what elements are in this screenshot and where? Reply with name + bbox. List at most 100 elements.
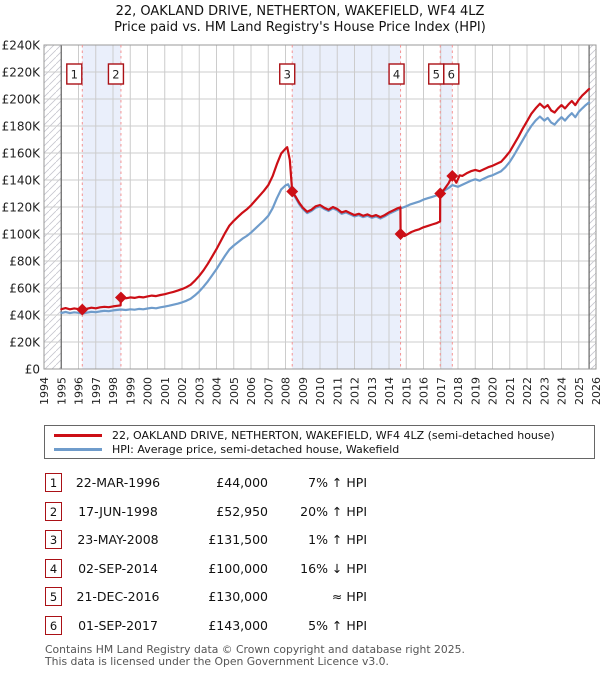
license-footer: Contains HM Land Registry data © Crown c… bbox=[45, 644, 585, 667]
plot-border bbox=[43, 44, 597, 370]
svg-text:2004: 2004 bbox=[211, 377, 224, 405]
svg-text:2016: 2016 bbox=[418, 377, 431, 405]
svg-text:£120K: £120K bbox=[2, 201, 42, 215]
transaction-date: 23-MAY-2008 bbox=[77, 532, 159, 548]
svg-text:1997: 1997 bbox=[90, 377, 103, 405]
transaction-row-2: 2 17-JUN-1998 £52,950 20% ↑ HPI bbox=[0, 501, 600, 522]
transaction-date: 02-SEP-2014 bbox=[78, 560, 158, 576]
svg-text:2014: 2014 bbox=[383, 377, 396, 405]
svg-text:2005: 2005 bbox=[228, 377, 241, 405]
transaction-row-1: 1 22-MAR-1996 £44,000 7% ↑ HPI bbox=[0, 473, 600, 493]
svg-text:£220K: £220K bbox=[2, 66, 42, 80]
x-axis-labels: 1994 1995 1996 1997 1998 1999 2000 2001 2002 2003… bbox=[38, 377, 600, 405]
transaction-number: 6 bbox=[45, 616, 62, 635]
transaction-vs-hpi: 1% ↑ HPI bbox=[308, 532, 367, 548]
svg-text:£20K: £20K bbox=[9, 336, 41, 350]
svg-text:£180K: £180K bbox=[2, 120, 42, 134]
svg-text:£0: £0 bbox=[25, 363, 40, 377]
svg-text:1994: 1994 bbox=[38, 377, 51, 405]
sale-number-box-3 bbox=[279, 63, 296, 85]
hpi-line bbox=[60, 101, 591, 315]
legend-label-hpi: HPI: Average price, semi-detached house,… bbox=[112, 443, 400, 456]
svg-text:£100K: £100K bbox=[2, 228, 42, 242]
svg-text:2017: 2017 bbox=[435, 377, 448, 405]
svg-text:2011: 2011 bbox=[331, 377, 344, 405]
sale-number-box-1 bbox=[66, 63, 83, 85]
svg-text:1999: 1999 bbox=[124, 377, 137, 405]
svg-text:2019: 2019 bbox=[469, 377, 482, 405]
svg-text:2025: 2025 bbox=[573, 377, 586, 405]
transaction-number: 5 bbox=[45, 587, 62, 607]
svg-text:2023: 2023 bbox=[538, 377, 551, 405]
transaction-vs-hpi: 5% ↑ HPI bbox=[308, 618, 367, 633]
sale-number-box-4 bbox=[388, 63, 405, 85]
transaction-vs-hpi: 16% ↓ HPI bbox=[300, 560, 367, 576]
hpi-line-swatch bbox=[54, 447, 102, 451]
svg-text:2022: 2022 bbox=[521, 377, 534, 405]
svg-text:2008: 2008 bbox=[280, 377, 293, 405]
svg-text:1: 1 bbox=[71, 68, 78, 82]
transaction-price: £44,000 bbox=[216, 475, 268, 490]
svg-text:£200K: £200K bbox=[2, 93, 42, 107]
legend-row-price: 22, OAKLAND DRIVE, NETHERTON, WAKEFIELD,… bbox=[45, 429, 594, 443]
transaction-number: 3 bbox=[45, 530, 62, 550]
svg-text:£140K: £140K bbox=[2, 174, 42, 188]
legend-label-price: 22, OAKLAND DRIVE, NETHERTON, WAKEFIELD,… bbox=[112, 429, 555, 442]
svg-text:2010: 2010 bbox=[314, 377, 327, 405]
transaction-price: £131,500 bbox=[208, 532, 268, 548]
svg-text:1995: 1995 bbox=[55, 377, 68, 405]
svg-text:2026: 2026 bbox=[590, 377, 600, 405]
transaction-date: 01-SEP-2017 bbox=[78, 618, 158, 633]
title-block: 22, OAKLAND DRIVE, NETHERTON, WAKEFIELD,… bbox=[0, 3, 600, 36]
svg-text:1996: 1996 bbox=[73, 377, 86, 405]
svg-text:2003: 2003 bbox=[193, 377, 206, 405]
svg-text:£240K: £240K bbox=[2, 39, 42, 53]
chart-legend: 22, OAKLAND DRIVE, NETHERTON, WAKEFIELD,… bbox=[44, 425, 595, 459]
svg-text:2000: 2000 bbox=[142, 377, 155, 405]
svg-text:2012: 2012 bbox=[349, 377, 362, 405]
svg-text:2018: 2018 bbox=[452, 377, 465, 405]
transaction-date: 21-DEC-2016 bbox=[76, 589, 160, 605]
sale-number-box-6 bbox=[443, 63, 460, 85]
svg-text:4: 4 bbox=[393, 68, 400, 82]
transaction-price: £100,000 bbox=[208, 560, 268, 576]
footer-line-1: Contains HM Land Registry data © Crown c… bbox=[45, 643, 465, 656]
svg-text:6: 6 bbox=[448, 68, 455, 82]
chart-title: 22, OAKLAND DRIVE, NETHERTON, WAKEFIELD,… bbox=[115, 4, 485, 19]
price-history-chart: 1 2 3 4 5 6 £0 £20K £40K £60K £80K £100K £120K £140K £… bbox=[2, 39, 600, 406]
transaction-vs-hpi: 20% ↑ HPI bbox=[300, 503, 367, 519]
svg-text:2007: 2007 bbox=[262, 377, 275, 405]
transaction-row-6: 6 01-SEP-2017 £143,000 5% ↑ HPI bbox=[0, 616, 600, 636]
svg-text:2013: 2013 bbox=[366, 377, 379, 405]
transaction-number: 4 bbox=[45, 558, 62, 578]
svg-text:1998: 1998 bbox=[107, 377, 120, 405]
transaction-price: £52,950 bbox=[216, 503, 268, 519]
svg-text:£80K: £80K bbox=[9, 255, 41, 269]
transaction-row-3: 3 23-MAY-2008 £131,500 1% ↑ HPI bbox=[0, 530, 600, 550]
svg-text:2: 2 bbox=[112, 68, 119, 82]
svg-text:2020: 2020 bbox=[487, 377, 500, 405]
svg-text:2015: 2015 bbox=[400, 377, 413, 405]
svg-text:2002: 2002 bbox=[176, 377, 189, 405]
transaction-number: 1 bbox=[45, 473, 62, 492]
legend-row-hpi: HPI: Average price, semi-detached house,… bbox=[45, 443, 594, 457]
svg-text:3: 3 bbox=[284, 68, 291, 82]
transaction-price: £130,000 bbox=[208, 589, 268, 605]
transaction-vs-hpi: ≈ HPI bbox=[331, 589, 367, 605]
svg-text:£40K: £40K bbox=[9, 309, 41, 323]
sale-number-box-2 bbox=[107, 63, 125, 85]
footer-line-2: This data is licensed under the Open Gov… bbox=[45, 654, 389, 668]
svg-text:£160K: £160K bbox=[2, 147, 42, 161]
transaction-row-4: 4 02-SEP-2014 £100,000 16% ↓ HPI bbox=[0, 558, 600, 579]
transaction-date: 22-MAR-1996 bbox=[75, 475, 161, 490]
svg-text:2021: 2021 bbox=[504, 377, 517, 405]
svg-text:2006: 2006 bbox=[245, 377, 258, 405]
svg-text:2024: 2024 bbox=[556, 377, 569, 405]
svg-text:5: 5 bbox=[433, 68, 440, 82]
transaction-vs-hpi: 7% ↑ HPI bbox=[308, 475, 367, 490]
svg-text:£60K: £60K bbox=[9, 282, 41, 296]
transaction-row-5: 5 21-DEC-2016 £130,000 ≈ HPI bbox=[0, 587, 600, 607]
transaction-date: 17-JUN-1998 bbox=[78, 503, 158, 519]
